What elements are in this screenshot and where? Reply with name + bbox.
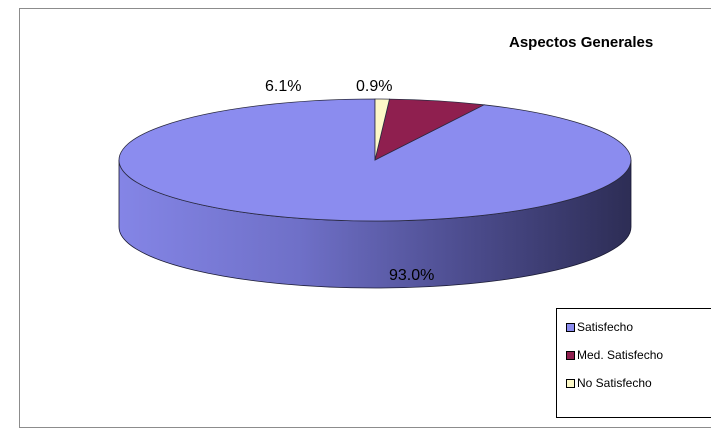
pie-tops xyxy=(118,98,632,222)
pie-chart: Aspectos Generales 6.1% 0.9% 93.0% xyxy=(118,34,653,289)
slice-no-satisfecho xyxy=(374,98,390,161)
legend-label-satisfecho: Satisfecho xyxy=(577,320,634,334)
data-label-med-satisfecho: 6.1% xyxy=(265,78,301,95)
legend-swatch-satisfecho xyxy=(566,322,575,332)
legend-label-no-satisfecho: No Satisfecho xyxy=(577,376,652,390)
legend-label-med-satisfecho: Med. Satisfecho xyxy=(577,348,664,362)
chart-title: Aspectos Generales xyxy=(509,34,653,51)
legend-swatch-no-satisfecho xyxy=(566,378,575,388)
legend-item-no-satisfecho: No Satisfecho xyxy=(566,376,652,390)
data-label-satisfecho: 93.0% xyxy=(389,267,434,284)
legend-item-satisfecho: Satisfecho xyxy=(566,320,633,334)
legend-item-med-satisfecho: Med. Satisfecho xyxy=(566,348,663,362)
data-label-no-satisfecho: 0.9% xyxy=(356,78,392,95)
legend-swatch-med-satisfecho xyxy=(566,350,575,360)
legend: Satisfecho Med. Satisfecho No Satisfecho xyxy=(556,308,711,418)
